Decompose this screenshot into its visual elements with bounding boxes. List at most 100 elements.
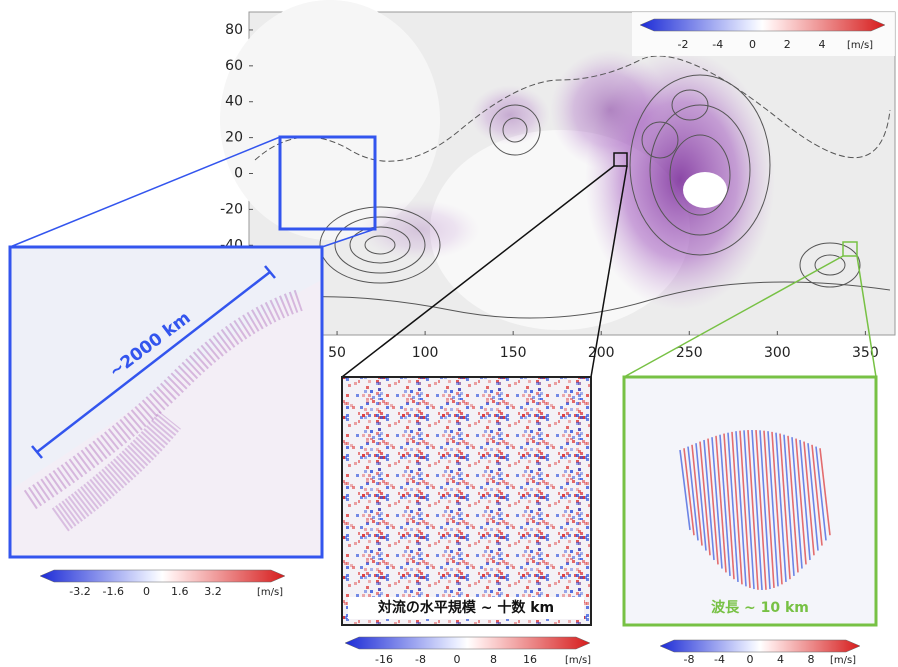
y-tick-label: 60	[225, 58, 243, 74]
wave-stripe	[811, 444, 823, 546]
x-tick-label: 50	[328, 345, 346, 361]
colorbar-tick-label: -4	[712, 38, 723, 51]
scale-line	[36, 271, 271, 453]
inset-frame	[622, 375, 878, 627]
wave-stripe	[683, 448, 695, 536]
colorbar-tick-label: 4	[777, 653, 784, 666]
wave-stripe	[751, 429, 763, 591]
x-tick-label: 350	[852, 345, 879, 361]
wave-stripe	[695, 443, 707, 551]
y-tick-label: -20	[220, 201, 243, 217]
x-tick-label: 150	[500, 345, 527, 361]
annotation: 対流の水平規模 ~ 十数 km	[377, 599, 554, 616]
wave-stripe	[775, 432, 787, 583]
x-tick-label: 300	[764, 345, 791, 361]
x-tick-label: 100	[412, 345, 439, 361]
label-background	[348, 597, 584, 619]
scale-line	[31, 445, 43, 459]
wave-stripe	[719, 434, 731, 577]
connector	[590, 165, 628, 378]
wave-stripe	[791, 437, 803, 569]
colorbar-tick-label: 0	[749, 38, 756, 51]
wave-stripe	[711, 437, 723, 569]
wave-stripe	[771, 431, 783, 585]
wave-stripe	[803, 441, 815, 556]
x-tick-label: 200	[588, 345, 615, 361]
colorbar-unit: [m/s]	[830, 655, 856, 666]
colorbar-unit: [m/s]	[257, 587, 283, 598]
map-field	[683, 172, 727, 208]
colorbar-tick-label: -16	[375, 653, 393, 666]
colorbar-tick-label: 8	[490, 653, 497, 666]
map-field	[470, 85, 550, 145]
wave-stripe	[727, 432, 739, 583]
colorbar-tick-label: 0	[143, 585, 150, 598]
wave-stripe	[759, 430, 771, 590]
colorbar	[639, 18, 886, 32]
colorbar-tick-label: -3.2	[69, 585, 90, 598]
y-tick-label: 20	[225, 130, 243, 146]
x-tick-label: 250	[676, 345, 703, 361]
colorbar-tick-label: -1.6	[103, 585, 124, 598]
wave-stripe	[819, 448, 831, 536]
wave-stripe	[747, 430, 759, 590]
wave-stripe	[795, 438, 807, 565]
connector	[321, 228, 376, 248]
colorbar-tick-label: 0	[454, 653, 461, 666]
colorbar-tick-label: 16	[523, 653, 537, 666]
y-tick-label: 0	[234, 166, 243, 182]
wave-stripe	[687, 446, 699, 541]
colorbar	[39, 569, 286, 583]
wave-stripe	[739, 430, 751, 589]
wave-stripe	[707, 438, 719, 565]
colorbar-tick-label: -8	[415, 653, 426, 666]
zoom-box	[278, 135, 377, 231]
wave-stripe	[815, 446, 827, 541]
inset-field	[51, 411, 181, 532]
wave-stripe	[699, 441, 711, 556]
connector	[856, 255, 877, 378]
contours	[254, 55, 891, 319]
wave-stripe	[763, 430, 775, 589]
wave-stripe	[807, 443, 819, 551]
y-tick-label: 40	[225, 94, 243, 110]
annotation: 波長 ~ 10 km	[711, 599, 809, 616]
wave-stripe	[703, 439, 715, 561]
colorbar-unit: [m/s]	[847, 40, 873, 51]
colorbar-tick-label: 1.6	[171, 585, 189, 598]
wave-stripe	[735, 431, 747, 587]
inset-frame	[341, 376, 592, 626]
wave-stripe	[715, 435, 727, 573]
inset-field	[10, 280, 322, 557]
connector	[9, 136, 281, 248]
wave-stripe	[691, 444, 703, 546]
connector	[623, 255, 844, 378]
wave-stripe	[723, 433, 735, 580]
inset-field	[342, 377, 591, 625]
colorbar-tick-label: 8	[808, 653, 815, 666]
wave-stripe	[779, 433, 791, 580]
inset-field	[23, 289, 304, 510]
map-field	[550, 50, 670, 170]
wave-stripe	[743, 430, 755, 590]
map-shade	[220, 0, 440, 240]
colorbar-tick-label: -8	[684, 653, 695, 666]
zoom-box	[613, 152, 628, 167]
colorbar	[344, 636, 591, 650]
connector	[341, 165, 615, 378]
scale-line	[264, 265, 276, 279]
wave-stripe	[799, 439, 811, 561]
zoom-box	[842, 241, 858, 257]
colorbar-tick-label: 3.2	[204, 585, 222, 598]
wave-stripe	[679, 449, 691, 531]
colorbar-tick-label: 2	[784, 38, 791, 51]
wave-stripe	[783, 434, 795, 577]
colorbar-tick-label: -4	[714, 653, 725, 666]
colorbar-tick-label: 0	[747, 653, 754, 666]
wave-stripe	[767, 431, 779, 587]
colorbar-tick-label: -2	[678, 38, 689, 51]
colorbar-tick-label: 4	[819, 38, 826, 51]
wave-stripe	[731, 431, 743, 585]
wave-stripe	[787, 435, 799, 573]
